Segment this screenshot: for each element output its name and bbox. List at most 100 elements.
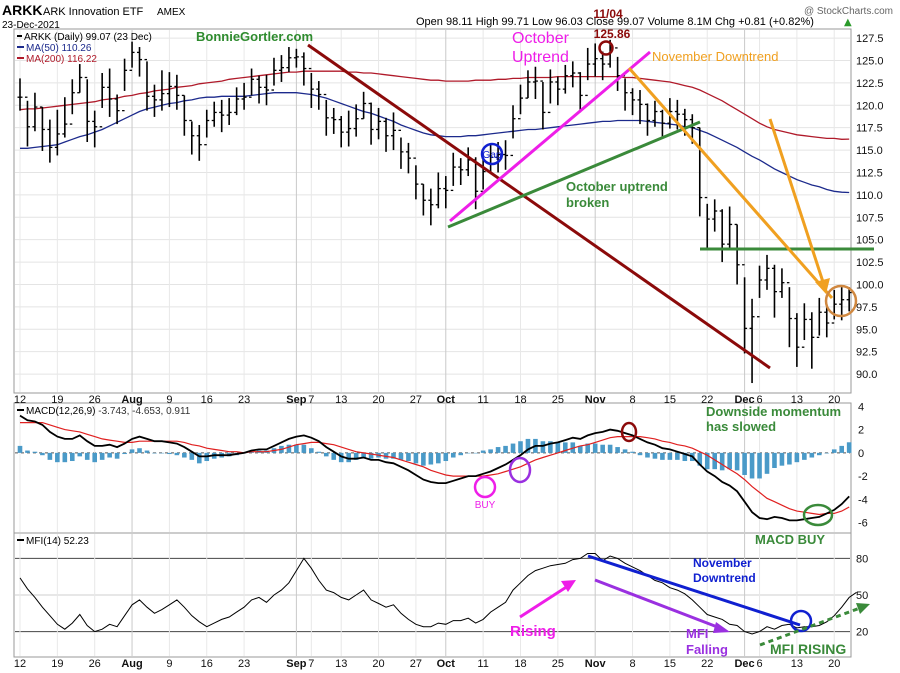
macd-histogram-bar: [757, 452, 762, 479]
price-bar: [286, 47, 292, 73]
price-bar: [592, 43, 598, 77]
macd-histogram-bar: [734, 452, 740, 471]
macd-legend-values: -3.743, -4.653, 0.911: [98, 406, 191, 417]
x-tick-label: 20: [372, 394, 384, 406]
macd-histogram-bar: [809, 452, 815, 458]
x-tick-label: 6: [756, 394, 762, 406]
price-bar: [540, 80, 546, 130]
x-tick-label: 11: [477, 658, 488, 670]
downside-momentum-label: Downside momentum has slowed: [706, 404, 845, 434]
price-bar: [122, 58, 128, 112]
x-tick-label: 26: [89, 658, 101, 670]
macd-buy-label: MACD BUY: [755, 532, 825, 547]
macd-histogram-bar: [742, 452, 747, 475]
ticker-symbol: ARKK: [2, 2, 42, 18]
peak-date-label: 11/04: [593, 7, 623, 21]
macd-histogram-bar: [159, 452, 165, 454]
mfi-falling-label: MFI Falling: [686, 626, 728, 657]
price-bar: [226, 98, 232, 125]
mfi-falling-line1: MFI: [686, 626, 708, 641]
macd-tick-label: 4: [858, 401, 864, 413]
x-tick-label: 20: [828, 394, 840, 406]
price-tick-label: 107.5: [856, 212, 884, 224]
annotations-price: Gap 11/04 125.86 October Uptrend Novembe…: [307, 7, 874, 370]
price-bar: [114, 94, 120, 125]
macd-histogram-bar: [25, 450, 30, 453]
price-bar: [443, 176, 449, 209]
macd-buy-small-label: BUY: [475, 500, 496, 511]
price-panel: [13, 28, 852, 394]
macd-histogram-bar: [55, 452, 60, 463]
price-bar: [249, 68, 255, 98]
october-uptrend-broken-line2: broken: [566, 195, 609, 210]
macd-histogram-bar: [704, 452, 710, 470]
macd-histogram-bar: [338, 452, 344, 463]
macd-histogram-bar: [428, 452, 434, 465]
gap-label: Gap: [483, 150, 502, 161]
price-bar: [794, 313, 800, 367]
rising-label: Rising: [510, 623, 556, 640]
x-tick-label: 25: [552, 658, 564, 670]
price-bar: [151, 84, 157, 117]
price-bar: [577, 72, 583, 113]
series-legend: ARKK (Daily) 99.07 (23 Dec): [24, 32, 152, 43]
macd-histogram-bar: [824, 452, 830, 454]
downside-momentum-line1: Downside momentum: [706, 404, 841, 419]
x-tick-label: 13: [335, 658, 347, 670]
x-tick-label: Nov: [585, 394, 607, 406]
last-price-circle: [824, 284, 858, 318]
macd-histogram-bar: [510, 443, 516, 453]
mfi-series: [19, 553, 857, 635]
macd-histogram-bar: [391, 452, 396, 459]
mfi-november-downtrend-line2: Downtrend: [693, 571, 756, 585]
price-bar: [764, 254, 770, 290]
price-bar: [47, 119, 53, 163]
price-bar: [39, 106, 45, 151]
price-tick-label: 95.0: [856, 324, 877, 336]
macd-histogram-bar: [764, 452, 770, 474]
macd-histogram-bar: [294, 444, 299, 453]
macd-histogram-bar: [69, 452, 75, 462]
price-bar: [54, 109, 60, 156]
macd-tick-label: -4: [858, 494, 868, 506]
macd-histogram-bar: [196, 452, 202, 464]
price-bar: [734, 223, 740, 285]
price-tick-label: 115.0: [856, 145, 883, 157]
macd-histogram-bar: [92, 452, 97, 463]
macd-histogram-bar: [779, 452, 785, 466]
price-bar: [376, 107, 382, 140]
price-bar: [749, 298, 755, 384]
macd-histogram-bar: [152, 452, 157, 454]
price-bar: [24, 96, 30, 147]
price-bar: [62, 97, 68, 138]
macd-histogram-bar: [488, 449, 493, 453]
macd-histogram-bar: [518, 441, 523, 453]
macd-line: [19, 414, 850, 522]
price-bar: [211, 101, 217, 127]
price-bar: [630, 88, 636, 116]
macd-histogram-bar: [473, 452, 478, 454]
november-downtrend-line: [627, 67, 834, 299]
price-bar: [555, 76, 561, 106]
x-tick-label: 22: [701, 394, 713, 406]
annotations-macd: BUY Downside momentum has slowed MACD BU…: [473, 404, 845, 547]
price-bar: [757, 265, 763, 318]
price-bar: [32, 92, 38, 132]
price-bar: [846, 287, 852, 312]
macd-histogram-bar: [622, 449, 628, 453]
peak-marker-circle: [598, 40, 614, 56]
macd-histogram-bar: [32, 451, 38, 453]
price-bar: [420, 183, 426, 216]
macd-histogram-bar: [682, 452, 688, 462]
ohlc-summary: Open 98.11 High 99.71 Low 96.03 Close 99…: [416, 16, 814, 28]
x-tick-label: Aug: [121, 658, 142, 670]
x-tick-label: 16: [201, 658, 213, 670]
macd-histogram-bar: [667, 452, 673, 460]
mfi-legend-label: MFI(14): [26, 536, 61, 547]
macd-panel: [13, 402, 852, 534]
price-bar: [779, 268, 785, 298]
october-uptrend-broken-label: October uptrend broken: [566, 179, 671, 210]
x-tick-label: 27: [410, 394, 422, 406]
